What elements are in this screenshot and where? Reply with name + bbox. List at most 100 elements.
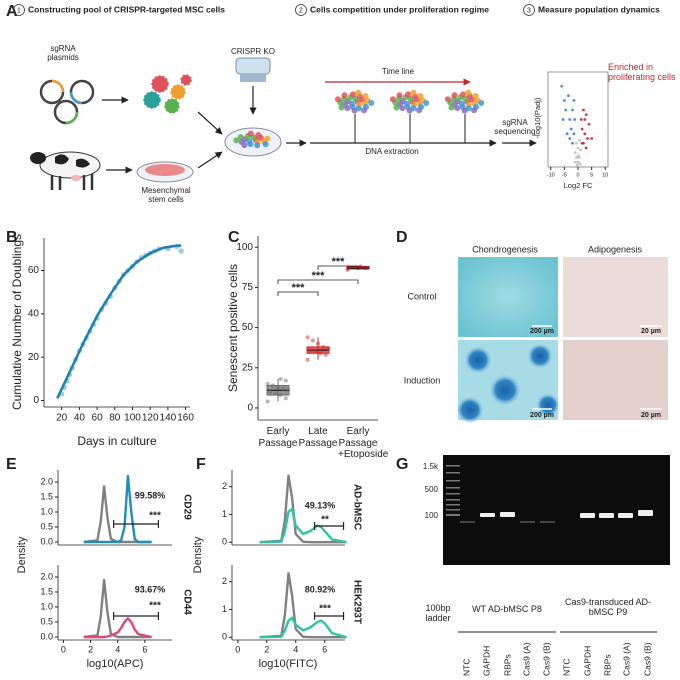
y-tick-label: 0.5 <box>40 521 53 531</box>
lane-label: Cas9 (A) <box>621 642 631 676</box>
x-tick-label: 80 <box>109 413 121 424</box>
percent-label: 49.13% <box>305 500 336 510</box>
y-tick-label: 2.0 <box>40 476 53 486</box>
x-tick-label: 60 <box>92 413 104 424</box>
y-axis-label: Senescent positive cells <box>226 264 240 392</box>
x-tick-label: 0 <box>61 645 66 655</box>
density-curve <box>259 507 347 544</box>
cell <box>355 89 362 96</box>
y-tick-label: 2 <box>222 576 227 586</box>
significance-label: *** <box>332 256 346 268</box>
point <box>265 399 270 404</box>
sgrna-label: sgRNA plasmids <box>47 44 79 63</box>
micrographs <box>456 257 668 424</box>
point <box>578 139 582 142</box>
point <box>584 113 588 117</box>
y-tick-label: 100 <box>236 242 253 253</box>
significance-bracket <box>277 279 359 284</box>
ladder-label: 100bp ladder <box>425 603 451 624</box>
point <box>283 396 288 401</box>
significance-label: *** <box>319 604 331 615</box>
cell <box>465 89 472 96</box>
point <box>278 393 283 398</box>
cell <box>405 91 412 98</box>
cell <box>454 105 461 112</box>
x-tick-label: 2 <box>88 645 93 655</box>
plot-frame <box>547 71 609 168</box>
point <box>575 163 579 167</box>
column-header: Chondrogenesis <box>472 244 538 254</box>
facet-title: AD-bMSC <box>351 484 362 530</box>
panel-label: G <box>396 456 408 473</box>
percent-label: 93.67% <box>135 584 166 594</box>
cell <box>344 105 351 112</box>
cell <box>417 92 424 99</box>
step-number: 2 <box>299 7 303 14</box>
density-curve <box>83 617 152 639</box>
scale-bar-label: 200 µm <box>530 412 554 419</box>
x-tick-label: Early Passage +Etoposide <box>338 426 389 460</box>
panel-label: B <box>6 229 18 246</box>
cell <box>461 107 468 114</box>
gate-bracket <box>113 520 160 528</box>
x-tick-label: 0 <box>576 172 579 178</box>
x-tick-label: 6 <box>142 645 147 655</box>
point <box>276 385 280 390</box>
cell <box>361 107 368 114</box>
point <box>573 118 577 121</box>
cell <box>406 107 413 114</box>
x-tick-label: 140 <box>160 413 177 424</box>
significance-bracket <box>277 291 319 296</box>
point <box>572 99 576 102</box>
x-tick-label: 120 <box>142 413 159 424</box>
y-tick-label: 1.5 <box>40 491 53 501</box>
y-tick-label: 75 <box>242 282 254 293</box>
point <box>305 335 310 340</box>
annotation: Enriched in proliferating cells <box>608 62 676 83</box>
point <box>561 118 565 121</box>
x-tick-label: 5 <box>590 172 593 178</box>
sequencing-label: sgRNA sequencing <box>494 118 536 137</box>
group-label: Cas9-transduced AD-bMSC P9 <box>564 597 652 618</box>
y-tick-label: 25 <box>242 362 254 373</box>
facet-title: HEK293T <box>351 580 362 624</box>
cell <box>262 141 269 148</box>
x-tick-label: -5 <box>562 172 567 178</box>
point <box>568 137 572 140</box>
cell <box>407 95 414 102</box>
gel <box>443 455 670 633</box>
cell <box>351 107 358 114</box>
cell <box>460 91 467 98</box>
point <box>313 349 318 354</box>
point <box>268 389 273 394</box>
cell <box>241 142 248 149</box>
cell <box>472 92 479 99</box>
x-tick-label: Late Passage <box>298 426 338 449</box>
cell <box>264 135 271 142</box>
x-tick-label: -10 <box>547 172 555 178</box>
point <box>565 132 569 136</box>
x-tick-label: Early Passage <box>258 426 298 449</box>
cell <box>389 96 396 103</box>
size-marker: 1.5k <box>423 462 439 471</box>
point <box>587 122 591 126</box>
msc-label: Mesenchymal stem cells <box>141 186 191 205</box>
point <box>579 118 583 121</box>
x-tick-label: 10 <box>602 172 608 178</box>
cell <box>462 95 469 102</box>
point <box>270 383 275 388</box>
y-tick-label: 50 <box>242 322 254 333</box>
x-tick-label: 2 <box>264 645 269 655</box>
cell <box>416 107 423 114</box>
step-badge <box>295 4 307 16</box>
cell <box>471 107 478 114</box>
lane-label: GAPDH <box>582 646 592 676</box>
step-badge <box>13 4 25 16</box>
cell <box>444 96 451 103</box>
dna-label: DNA extraction <box>365 147 418 156</box>
y-axis-label: -log10(Padj) <box>533 97 542 138</box>
density-curve <box>83 578 152 639</box>
y-tick-label: 0 <box>222 632 227 642</box>
point <box>308 348 313 353</box>
